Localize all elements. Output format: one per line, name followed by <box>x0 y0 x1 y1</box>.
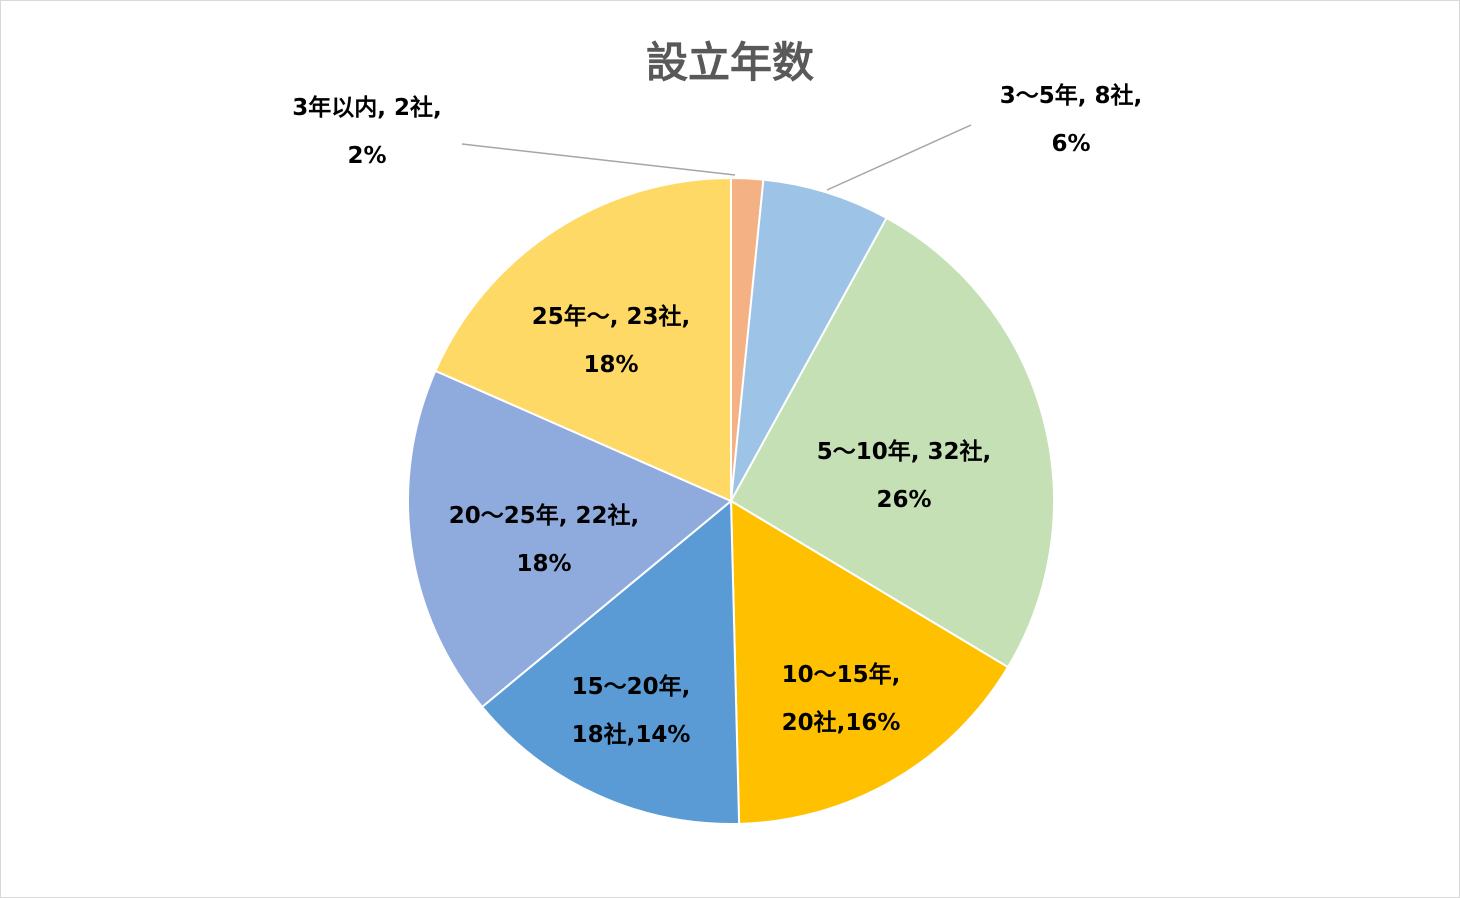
data-label-line: 18社,14% <box>572 721 691 748</box>
data-label-6: 20～25年, 22社, 18% <box>449 502 640 577</box>
data-label-line: 3年以内, 2社, <box>292 94 442 121</box>
data-label-line: 10～15年, <box>782 661 901 688</box>
data-label-2: 3～5年, 8社, 6% <box>1000 82 1143 157</box>
data-label-line: 18% <box>516 551 571 577</box>
chart-title: 設立年数 <box>645 38 814 87</box>
data-label-line: 26% <box>876 487 931 513</box>
pie-slice-5 <box>480 498 741 825</box>
data-label-line: 25年～, 23社, <box>532 303 691 330</box>
data-label-4: 10～15年, 20社,16% <box>782 661 901 736</box>
data-label-line: 3～5年, 8社, <box>1000 82 1143 109</box>
data-label-line: 18% <box>583 352 638 378</box>
pie-slice-7 <box>434 176 732 503</box>
leader-line-2 <box>826 124 972 191</box>
data-label-line: 20社,16% <box>782 709 901 736</box>
pie-slice-2 <box>730 178 888 502</box>
data-label-3: 5～10年, 32社, 26% <box>817 438 992 513</box>
data-label-line: 6% <box>1051 131 1090 157</box>
pie-slice-4 <box>729 499 1010 825</box>
data-label-1: 3年以内, 2社, 2% <box>292 94 442 169</box>
data-label-line: 15～20年, <box>572 673 691 700</box>
data-label-5: 15～20年, 18社,14% <box>572 673 691 748</box>
pie-slice-6 <box>407 369 733 709</box>
data-label-line: 2% <box>347 143 386 169</box>
data-label-line: 20～25年, 22社, <box>449 502 640 529</box>
pie-slice-3 <box>729 216 1055 669</box>
data-label-line: 5～10年, 32社, <box>817 438 992 465</box>
leader-line-1 <box>461 143 736 176</box>
data-label-7: 25年～, 23社, 18% <box>532 303 691 378</box>
